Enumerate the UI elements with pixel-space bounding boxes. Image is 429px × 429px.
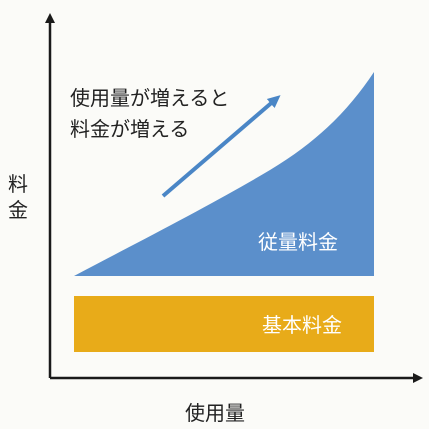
x-axis-label: 使用量 [185, 401, 245, 425]
variable-fee-label: 従量料金 [258, 230, 338, 254]
base-fee-label: 基本料金 [262, 313, 342, 337]
y-axis-label-char-2: 金 [8, 198, 28, 222]
annotation-line-2: 料金が増える [70, 117, 189, 141]
variable-fee-area [74, 72, 374, 276]
annotation-line-1: 使用量が増えると [70, 86, 229, 110]
trend-arrow [161, 95, 281, 198]
y-axis-label-char-1: 料 [8, 172, 28, 196]
base-fee-band [74, 296, 374, 352]
